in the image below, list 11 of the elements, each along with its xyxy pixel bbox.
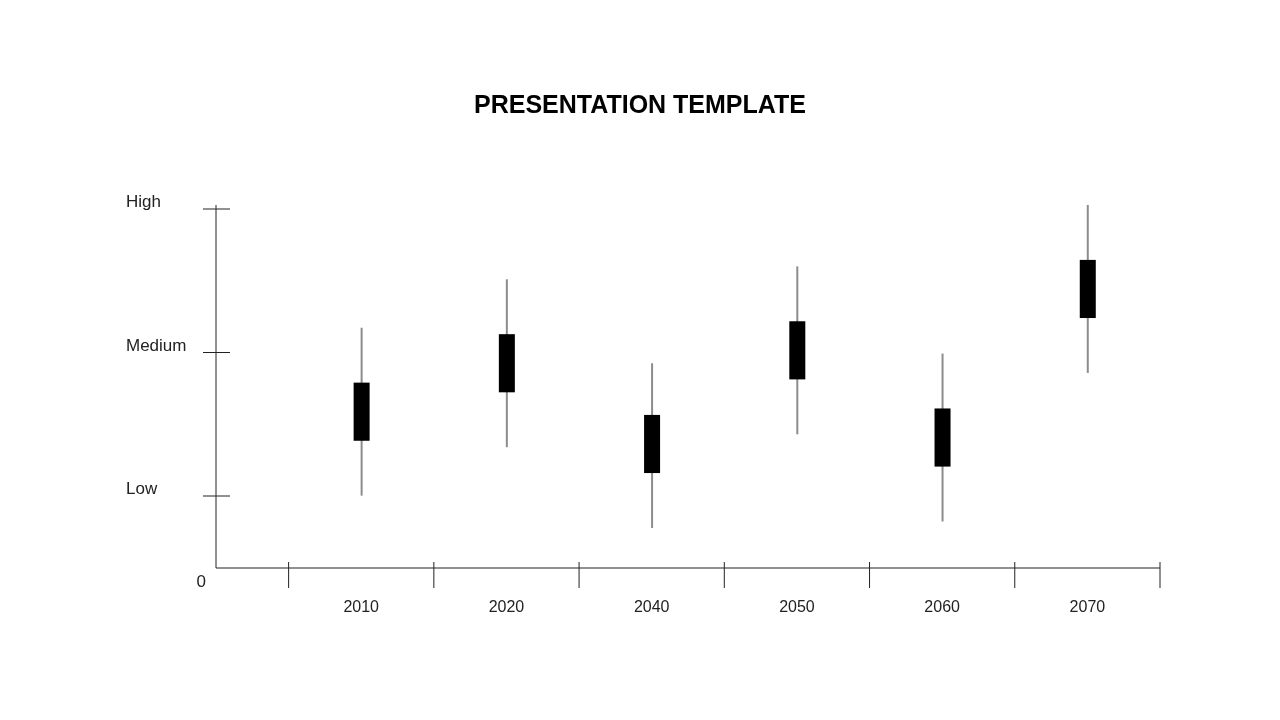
chart-title: PRESENTATION TEMPLATE — [473, 90, 807, 119]
x-tick-label: 2060 — [924, 598, 961, 615]
x-tick-label: 2010 — [343, 598, 380, 615]
x-tick-label: 2070 — [1069, 598, 1106, 615]
x-tick-label: 2040 — [633, 598, 670, 615]
text: High — [126, 192, 161, 211]
x-tick-label: 2020 — [488, 598, 525, 615]
text: Medium — [126, 335, 187, 355]
text: Low — [126, 479, 158, 498]
x-tick-label: 2050 — [779, 598, 815, 615]
text: 0 — [196, 572, 206, 591]
